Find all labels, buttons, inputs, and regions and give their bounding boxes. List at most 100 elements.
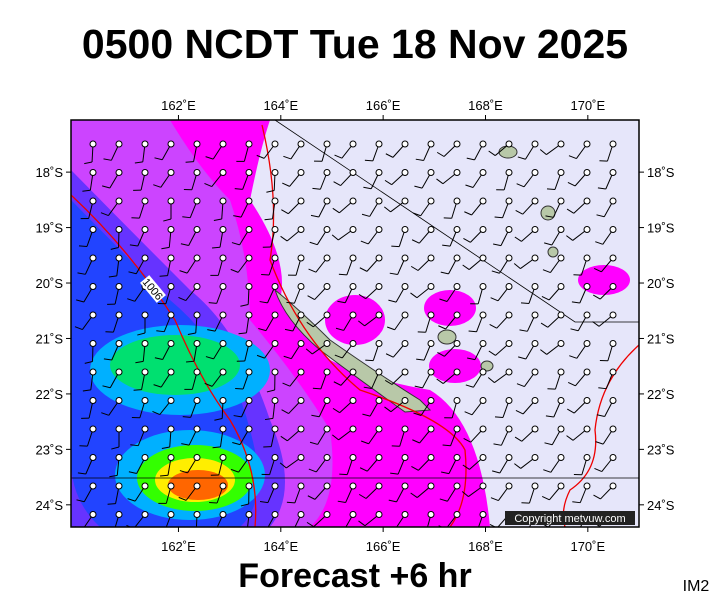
barb-station xyxy=(350,512,356,518)
barb-station xyxy=(194,255,200,261)
title: 0500 NCDT Tue 18 Nov 2025 xyxy=(82,21,628,67)
barb-station xyxy=(272,369,278,375)
barb-station xyxy=(246,369,252,375)
barb-station xyxy=(610,284,616,290)
barb-station xyxy=(272,455,278,461)
barb-station xyxy=(506,426,512,432)
barb-station xyxy=(324,141,330,147)
barb-station xyxy=(272,341,278,347)
barb-station xyxy=(272,170,278,176)
barb-station xyxy=(142,255,148,261)
barb-station xyxy=(402,426,408,432)
barb-station xyxy=(454,426,460,432)
barb-station xyxy=(350,483,356,489)
barb-station xyxy=(402,170,408,176)
barb-station xyxy=(376,312,382,318)
barb-station xyxy=(272,255,278,261)
barb-station xyxy=(506,284,512,290)
barb-station xyxy=(272,512,278,518)
barb-feather xyxy=(495,417,503,418)
barb-station xyxy=(298,255,304,261)
barb-feather xyxy=(520,530,528,531)
barb-station xyxy=(142,341,148,347)
barb-station xyxy=(532,255,538,261)
barb-station xyxy=(194,483,200,489)
barb-station xyxy=(506,398,512,404)
barb-station xyxy=(168,170,174,176)
barb-station xyxy=(90,284,96,290)
barb-station xyxy=(584,141,590,147)
barb-station xyxy=(480,170,486,176)
barb-feather xyxy=(571,529,579,531)
barb-feather xyxy=(339,274,347,275)
barb-station xyxy=(116,312,122,318)
barb-station xyxy=(298,341,304,347)
barb-station xyxy=(220,255,226,261)
barb-station xyxy=(454,398,460,404)
barb-station xyxy=(324,426,330,432)
barb-station xyxy=(324,227,330,233)
barb-station xyxy=(142,398,148,404)
barb-station xyxy=(454,255,460,261)
barb-station xyxy=(532,312,538,318)
barb-station xyxy=(558,312,564,318)
barb-station xyxy=(194,284,200,290)
lat-label: 21˚S xyxy=(36,331,64,346)
barb-station xyxy=(558,198,564,204)
copyright: Copyright metvuw.com xyxy=(514,513,625,525)
barb-station xyxy=(272,198,278,204)
barb-station xyxy=(532,483,538,489)
barb-station xyxy=(272,284,278,290)
barb-station xyxy=(610,141,616,147)
barb-station xyxy=(402,227,408,233)
barb-station xyxy=(454,483,460,489)
barb-feather xyxy=(108,504,116,505)
barb-station xyxy=(168,141,174,147)
lat-label: 21˚S xyxy=(647,331,675,346)
barb-station xyxy=(376,255,382,261)
barb-station xyxy=(298,483,304,489)
barb-station xyxy=(610,255,616,261)
barb-station xyxy=(454,170,460,176)
barb-station xyxy=(246,341,252,347)
barb-station xyxy=(454,198,460,204)
barb-station xyxy=(298,426,304,432)
barb-station xyxy=(194,369,200,375)
barb-station xyxy=(506,483,512,489)
barb-station xyxy=(480,141,486,147)
barb-station xyxy=(610,455,616,461)
barb-station xyxy=(558,255,564,261)
lat-label: 20˚S xyxy=(36,276,64,291)
barb-station xyxy=(454,341,460,347)
barb-station xyxy=(246,398,252,404)
barb-station xyxy=(90,483,96,489)
barb-feather xyxy=(313,388,321,389)
barb-station xyxy=(350,284,356,290)
barb-station xyxy=(558,426,564,432)
lon-label: 162˚E xyxy=(161,539,196,554)
barb-station xyxy=(142,512,148,518)
barb-station xyxy=(610,312,616,318)
island xyxy=(541,206,555,220)
barb-station xyxy=(90,426,96,432)
lat-label: 23˚S xyxy=(36,442,64,457)
barb-station xyxy=(532,455,538,461)
image-code: IM2 xyxy=(683,578,710,595)
barb-station xyxy=(324,455,330,461)
barb-station xyxy=(584,369,590,375)
barb-station xyxy=(584,255,590,261)
lon-label: 170˚E xyxy=(570,98,605,113)
barb-feather xyxy=(521,303,529,304)
barb-station xyxy=(480,369,486,375)
barb-feather xyxy=(239,532,247,533)
barb-station xyxy=(220,426,226,432)
forecast-label: Forecast +6 hr xyxy=(238,557,471,595)
barb-station xyxy=(584,312,590,318)
barb-station xyxy=(142,312,148,318)
barb-station xyxy=(246,426,252,432)
barb-station xyxy=(142,141,148,147)
barb-station xyxy=(610,227,616,233)
barb-station xyxy=(90,398,96,404)
barb-station xyxy=(584,426,590,432)
